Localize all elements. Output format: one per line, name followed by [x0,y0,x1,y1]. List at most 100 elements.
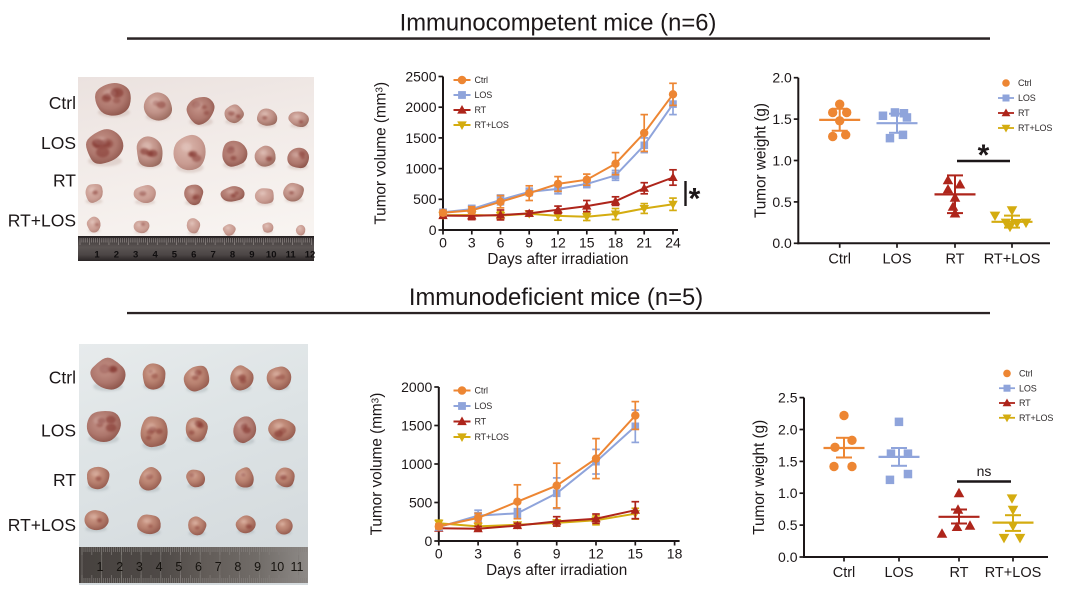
svg-text:0: 0 [429,222,437,238]
svg-text:500: 500 [413,191,437,207]
svg-text:2500: 2500 [405,68,436,84]
svg-text:4: 4 [156,560,163,574]
svg-text:5: 5 [172,250,178,261]
svg-text:12: 12 [305,250,316,261]
svg-text:Ctrl: Ctrl [475,75,489,85]
svg-text:1500: 1500 [405,130,436,146]
svg-text:Immunodeficient mice (n=5): Immunodeficient mice (n=5) [409,284,703,311]
svg-text:12: 12 [550,235,566,251]
svg-text:0.5: 0.5 [778,517,798,533]
svg-text:*: * [689,183,701,216]
svg-text:Immunocompetent mice (n=6): Immunocompetent mice (n=6) [400,10,717,37]
svg-text:Ctrl: Ctrl [49,368,76,388]
svg-text:1.5: 1.5 [778,453,798,469]
svg-text:4: 4 [152,250,158,261]
svg-text:6: 6 [195,560,202,574]
svg-text:RT+LOS: RT+LOS [475,120,509,130]
svg-text:1: 1 [94,250,100,261]
svg-text:RT+LOS: RT+LOS [8,515,76,535]
svg-text:LOS: LOS [882,251,911,267]
svg-text:12: 12 [588,546,604,562]
svg-text:1.0: 1.0 [778,485,798,501]
svg-text:2: 2 [114,250,119,261]
svg-text:21: 21 [636,235,652,251]
svg-text:RT+LOS: RT+LOS [985,565,1042,581]
svg-text:9: 9 [553,546,561,562]
svg-text:500: 500 [409,494,433,510]
svg-text:3: 3 [474,546,482,562]
svg-text:0.0: 0.0 [772,235,792,251]
svg-text:RT: RT [475,105,487,115]
svg-text:0: 0 [425,533,433,549]
svg-text:10: 10 [266,250,277,261]
svg-text:LOS: LOS [884,565,913,581]
svg-text:Days after irradiation: Days after irradiation [487,251,628,268]
svg-text:LOS: LOS [41,421,76,441]
svg-text:1: 1 [97,560,104,574]
svg-text:24: 24 [665,235,681,251]
svg-text:3: 3 [133,250,138,261]
svg-text:RT+LOS: RT+LOS [1019,413,1053,423]
svg-text:2.0: 2.0 [772,70,792,86]
svg-text:1.5: 1.5 [772,111,792,127]
svg-text:LOS: LOS [41,133,76,153]
svg-text:1500: 1500 [401,417,432,433]
svg-text:RT: RT [475,417,487,427]
svg-text:Ctrl: Ctrl [49,93,76,113]
svg-text:6: 6 [191,250,196,261]
svg-text:1000: 1000 [401,456,432,472]
svg-text:18: 18 [608,235,624,251]
svg-text:0: 0 [439,235,447,251]
svg-text:11: 11 [286,250,297,261]
svg-text:LOS: LOS [475,401,493,411]
svg-text:RT+LOS: RT+LOS [984,251,1041,267]
svg-text:6: 6 [497,235,505,251]
svg-text:1.0: 1.0 [772,152,792,168]
svg-text:0.0: 0.0 [778,549,798,565]
svg-text:6: 6 [514,546,522,562]
svg-text:8: 8 [234,560,241,574]
svg-text:LOS: LOS [475,90,493,100]
svg-text:7: 7 [215,560,222,574]
svg-text:2000: 2000 [405,99,436,115]
svg-text:RT: RT [53,470,76,490]
svg-text:Tumor volume (mm3): Tumor volume (mm3) [373,82,390,225]
svg-text:LOS: LOS [1018,93,1036,103]
svg-text:8: 8 [230,250,235,261]
svg-text:10: 10 [270,560,284,574]
svg-text:Ctrl: Ctrl [1019,369,1033,379]
svg-text:2.5: 2.5 [778,390,798,406]
svg-text:Ctrl: Ctrl [475,386,489,396]
svg-text:RT: RT [949,565,968,581]
svg-text:RT: RT [1018,108,1030,118]
svg-text:2.0: 2.0 [778,421,798,437]
svg-text:9: 9 [254,560,261,574]
svg-text:Ctrl: Ctrl [833,565,856,581]
svg-text:0: 0 [435,546,443,562]
svg-text:LOS: LOS [1019,383,1037,393]
svg-text:1000: 1000 [405,161,436,177]
svg-text:Ctrl: Ctrl [828,251,851,267]
svg-text:Tumor volume (mm3): Tumor volume (mm3) [368,393,385,536]
svg-text:7: 7 [211,250,216,261]
svg-text:RT: RT [1019,398,1031,408]
svg-text:3: 3 [468,235,476,251]
svg-text:2000: 2000 [401,379,432,395]
svg-text:15: 15 [579,235,595,251]
svg-text:*: * [978,139,990,172]
svg-text:RT: RT [945,251,964,267]
svg-text:9: 9 [249,250,254,261]
svg-text:18: 18 [667,546,683,562]
svg-text:Tumor weight (g): Tumor weight (g) [751,420,768,535]
svg-text:Ctrl: Ctrl [1018,78,1032,88]
svg-text:RT+LOS: RT+LOS [8,211,76,231]
svg-text:RT+LOS: RT+LOS [475,432,509,442]
svg-text:Tumor weight (g): Tumor weight (g) [752,103,769,218]
svg-text:9: 9 [525,235,533,251]
svg-text:11: 11 [291,560,304,574]
svg-text:2: 2 [116,560,123,574]
svg-text:RT+LOS: RT+LOS [1018,123,1052,133]
svg-text:RT: RT [53,170,76,190]
svg-text:15: 15 [628,546,644,562]
svg-text:5: 5 [175,560,182,574]
